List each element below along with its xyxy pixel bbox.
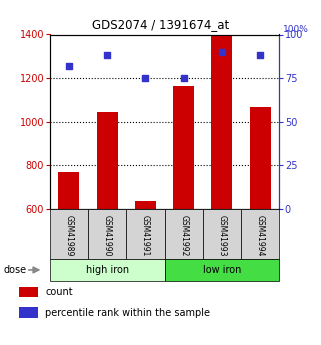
Text: GSM41992: GSM41992 [179,215,188,256]
Point [66,63,72,69]
Text: 100%: 100% [282,26,308,34]
Text: GSM41990: GSM41990 [103,215,112,256]
Bar [173,86,194,209]
Bar [203,209,241,259]
Point [257,53,263,58]
Text: count: count [45,287,73,297]
Text: low iron: low iron [203,265,241,275]
Bar [97,112,118,209]
Point [143,75,148,81]
Point [181,75,186,81]
Bar [211,36,232,209]
Bar [250,107,271,209]
Bar [164,259,279,281]
Bar [126,209,164,259]
Point [105,53,110,58]
Point [219,49,224,55]
Bar [164,209,203,259]
Text: high iron: high iron [86,265,129,275]
Text: GSM41994: GSM41994 [256,215,265,256]
Bar [19,287,38,297]
Bar [50,259,164,281]
Text: dose: dose [3,265,26,275]
Text: GSM41991: GSM41991 [141,215,150,256]
Text: GSM41989: GSM41989 [65,215,74,256]
Text: percentile rank within the sample: percentile rank within the sample [45,307,210,317]
Text: GDS2074 / 1391674_at: GDS2074 / 1391674_at [92,18,229,31]
Bar [135,201,156,209]
Text: GSM41993: GSM41993 [217,215,226,256]
Bar [50,209,88,259]
Bar [241,209,279,259]
Bar [58,172,79,209]
Bar [88,209,126,259]
Bar [19,307,38,318]
